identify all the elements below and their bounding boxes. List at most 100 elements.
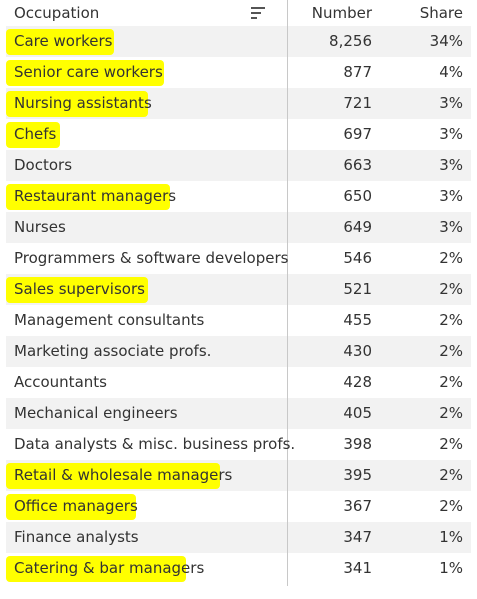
share-cell: 2% (439, 249, 463, 267)
table-row[interactable]: Office managers 367 2% (6, 491, 471, 522)
occupation-label: Sales supervisors (14, 280, 145, 298)
occupation-label: Programmers & software developers (14, 249, 289, 267)
table-row[interactable]: Restaurant managers 650 3% (6, 181, 471, 212)
column-header-occupation[interactable]: Occupation (14, 4, 100, 22)
table-row[interactable]: Doctors 663 3% (6, 150, 471, 181)
share-cell: 2% (439, 311, 463, 329)
number-cell: 663 (343, 156, 372, 174)
number-cell: 650 (343, 187, 372, 205)
occupation-label: Doctors (14, 156, 73, 174)
highlighter-mark (6, 494, 136, 520)
occupation-cell: Chefs (6, 119, 60, 150)
highlighter-mark (6, 60, 164, 86)
table-row[interactable]: Programmers & software developers 546 2% (6, 243, 471, 274)
occupation-cell: Accountants (14, 367, 107, 398)
share-cell: 2% (439, 280, 463, 298)
occupation-label: Finance analysts (14, 528, 139, 546)
occupation-cell: Office managers (6, 491, 138, 522)
share-cell: 1% (439, 528, 463, 546)
share-cell: 2% (439, 373, 463, 391)
column-header-number[interactable]: Number (311, 4, 372, 22)
highlighter-mark (6, 184, 170, 210)
table-row[interactable]: Chefs 697 3% (6, 119, 471, 150)
share-cell: 4% (439, 63, 463, 81)
number-cell: 455 (343, 311, 372, 329)
number-cell: 341 (343, 559, 372, 577)
column-header-share[interactable]: Share (419, 4, 463, 22)
occupation-label: Data analysts & misc. business profs. (14, 435, 296, 453)
table-row[interactable]: Sales supervisors 521 2% (6, 274, 471, 305)
table-row[interactable]: Catering & bar managers 341 1% (6, 553, 471, 584)
number-cell: 405 (343, 404, 372, 422)
occupation-label: Marketing associate profs. (14, 342, 212, 360)
occupation-cell: Catering & bar managers (6, 553, 205, 584)
sort-lines-icon[interactable] (250, 5, 266, 21)
table-row[interactable]: Data analysts & misc. business profs. 398… (6, 429, 471, 460)
table-row[interactable]: Retail & wholesale managers 395 2% (6, 460, 471, 491)
share-cell: 2% (439, 342, 463, 360)
table-row[interactable]: Finance analysts 347 1% (6, 522, 471, 553)
number-cell: 8,256 (329, 32, 372, 50)
occupation-table: Occupation Number Share Care workers 8,25… (6, 0, 471, 586)
occupation-cell: Retail & wholesale managers (6, 460, 233, 491)
occupation-cell: Sales supervisors (6, 274, 148, 305)
table-row[interactable]: Nurses 649 3% (6, 212, 471, 243)
number-cell: 428 (343, 373, 372, 391)
occupation-cell: Restaurant managers (6, 181, 177, 212)
number-cell: 521 (343, 280, 372, 298)
table-header: Occupation Number Share (6, 0, 471, 26)
share-cell: 3% (439, 218, 463, 236)
occupation-label: Accountants (14, 373, 107, 391)
highlighter-mark (6, 122, 60, 148)
occupation-cell: Nursing assistants (6, 88, 152, 119)
share-cell: 2% (439, 404, 463, 422)
occupation-cell: Finance analysts (14, 522, 139, 553)
table-row[interactable]: Nursing assistants 721 3% (6, 88, 471, 119)
occupation-cell: Nurses (14, 212, 66, 243)
occupation-label: Nursing assistants (14, 94, 152, 112)
number-cell: 367 (343, 497, 372, 515)
occupation-label: Management consultants (14, 311, 205, 329)
table-body: Care workers 8,256 34% Senior care workers 8… (6, 26, 471, 584)
number-cell: 430 (343, 342, 372, 360)
table-row[interactable]: Management consultants 455 2% (6, 305, 471, 336)
occupation-label: Catering & bar managers (14, 559, 205, 577)
occupation-cell: Mechanical engineers (14, 398, 178, 429)
table-row[interactable]: Senior care workers 877 4% (6, 57, 471, 88)
occupation-cell: Doctors (14, 150, 72, 181)
highlighter-mark (6, 556, 186, 582)
number-cell: 649 (343, 218, 372, 236)
occupation-label: Retail & wholesale managers (14, 466, 233, 484)
table-row[interactable]: Accountants 428 2% (6, 367, 471, 398)
occupation-cell: Marketing associate profs. (14, 336, 211, 367)
number-cell: 877 (343, 63, 372, 81)
share-cell: 2% (439, 466, 463, 484)
highlighter-mark (6, 277, 148, 303)
highlighter-mark (6, 29, 114, 55)
column-divider (287, 0, 288, 586)
table-row[interactable]: Mechanical engineers 405 2% (6, 398, 471, 429)
occupation-cell: Senior care workers (6, 57, 164, 88)
table-row[interactable]: Care workers 8,256 34% (6, 26, 471, 57)
number-cell: 721 (343, 94, 372, 112)
share-cell: 34% (429, 32, 463, 50)
table-row[interactable]: Marketing associate profs. 430 2% (6, 336, 471, 367)
occupation-cell: Data analysts & misc. business profs. (14, 429, 295, 460)
occupation-cell: Programmers & software developers (14, 243, 288, 274)
number-cell: 398 (343, 435, 372, 453)
number-cell: 395 (343, 466, 372, 484)
number-cell: 697 (343, 125, 372, 143)
share-cell: 3% (439, 125, 463, 143)
highlighter-mark (6, 91, 148, 117)
share-cell: 2% (439, 497, 463, 515)
occupation-label: Nurses (14, 218, 66, 236)
share-cell: 3% (439, 94, 463, 112)
highlighter-mark (6, 463, 220, 489)
occupation-label: Senior care workers (14, 63, 163, 81)
share-cell: 1% (439, 559, 463, 577)
occupation-label: Mechanical engineers (14, 404, 178, 422)
number-cell: 347 (343, 528, 372, 546)
occupation-label: Office managers (14, 497, 138, 515)
occupation-label: Care workers (14, 32, 113, 50)
occupation-label: Restaurant managers (14, 187, 177, 205)
